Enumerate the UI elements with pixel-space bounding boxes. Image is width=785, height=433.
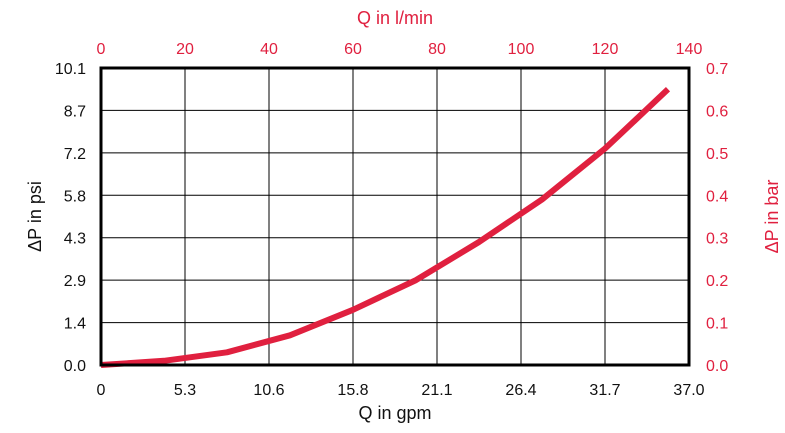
x-top-tick-label: 20 [176, 41, 194, 58]
x-top-tick-label: 80 [428, 41, 446, 58]
y-right-tick-label: 0.2 [706, 273, 728, 290]
y-right-tick-label: 0.7 [706, 61, 728, 78]
series-layer [100, 87, 671, 368]
x-top-tick-label: 100 [508, 41, 535, 58]
x-bottom-tick-label: 31.7 [589, 382, 620, 399]
x-bottom-tick-label: 26.4 [505, 382, 536, 399]
x-top-tick-label: 140 [676, 41, 703, 58]
y-right-tick-label: 0.5 [706, 146, 728, 163]
y-left-tick-label: 0.0 [64, 358, 86, 375]
x-top-tick-label: 120 [592, 41, 619, 58]
y-left-tick-label: 7.2 [64, 146, 86, 163]
pressure-drop-curve [100, 87, 671, 368]
x-axis-title-top: Q in l/min [357, 8, 433, 28]
y-left-tick-label: 2.9 [64, 273, 86, 290]
y-axis-title-left: ΔP in psi [25, 181, 45, 252]
x-bottom-tick-label: 21.1 [421, 382, 452, 399]
y-right-tick-label: 0.4 [706, 188, 728, 205]
y-right-tick-label: 0.6 [706, 103, 728, 120]
y-right-tick-label: 0.0 [706, 358, 728, 375]
x-bottom-tick-label: 10.6 [253, 382, 284, 399]
y-left-tick-label: 10.1 [55, 61, 86, 78]
x-top-tick-label: 60 [344, 41, 362, 58]
x-bottom-tick-label: 5.3 [174, 382, 196, 399]
y-left-tick-label: 5.8 [64, 188, 86, 205]
y-left-tick-label: 1.4 [64, 316, 86, 333]
y-right-tick-label: 0.1 [706, 316, 728, 333]
y-left-tick-label: 4.3 [64, 231, 86, 248]
x-top-tick-label: 40 [260, 41, 278, 58]
tick-labels: 0 5.3 10.6 15.8 21.1 26.4 31.7 37.0 0 20 40 60 80 100… [55, 41, 728, 399]
x-top-tick-label: 0 [97, 41, 106, 58]
grid [101, 68, 689, 365]
x-bottom-tick-label: 15.8 [337, 382, 368, 399]
y-axis-title-right: ΔP in bar [762, 180, 782, 254]
y-left-tick-label: 8.7 [64, 103, 86, 120]
x-bottom-tick-label: 37.0 [673, 382, 704, 399]
plot-frame [99, 66, 691, 367]
y-right-tick-label: 0.3 [706, 231, 728, 248]
x-bottom-tick-label: 0 [97, 382, 106, 399]
x-axis-title-bottom: Q in gpm [358, 403, 431, 423]
